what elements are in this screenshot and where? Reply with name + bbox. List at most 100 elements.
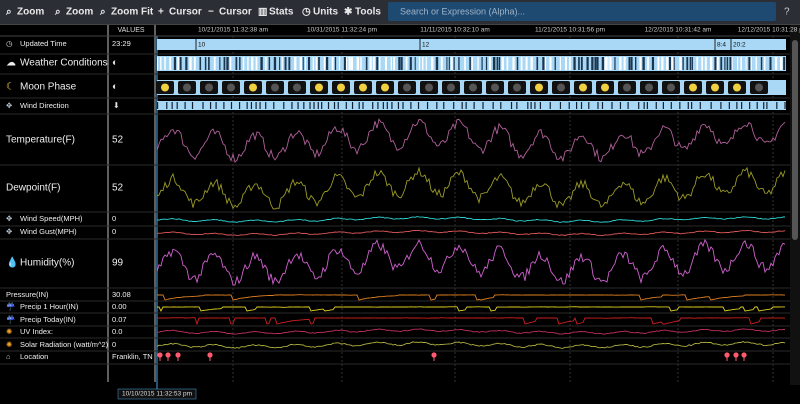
weather-stripe <box>426 57 427 70</box>
toolbar-button[interactable]: Units <box>313 7 338 18</box>
wind-tick <box>210 102 211 109</box>
scroll-thumb[interactable] <box>792 40 798 240</box>
weather-stripe <box>349 57 351 70</box>
trace <box>157 329 785 334</box>
cursor-label: 10/10/2015 11:32:53 pm <box>122 391 192 398</box>
location-pin[interactable] <box>157 352 162 357</box>
weather-stripe <box>200 57 202 70</box>
wind-tick <box>346 102 347 109</box>
wind-tick <box>516 102 517 109</box>
weather-stripe <box>419 57 420 70</box>
help-icon[interactable]: ? <box>784 7 790 18</box>
row-value: 99 <box>112 258 124 269</box>
weather-stripe <box>724 57 725 70</box>
timeline-marker-label: 20:2 <box>733 42 746 49</box>
weather-stripe <box>502 57 504 70</box>
weather-stripe <box>624 57 626 70</box>
search-placeholder: Search or Expression (Alpha)... <box>400 6 525 16</box>
weather-stripe <box>669 57 671 70</box>
weather-stripe <box>531 57 533 70</box>
weather-stripe <box>373 57 375 70</box>
wind-tick <box>297 102 298 109</box>
weather-stripe <box>631 57 633 70</box>
location-pin[interactable] <box>741 352 746 357</box>
toolbar-button[interactable]: Zoom Fit <box>111 7 154 18</box>
wind-tick <box>784 102 785 109</box>
location-pin[interactable] <box>733 352 738 357</box>
toolbar-icon[interactable]: ⌕ <box>54 7 61 18</box>
moon <box>249 84 257 92</box>
timeline-marker-label: 10 <box>198 42 206 49</box>
row-value: 0.00 <box>112 302 127 311</box>
weather-stripe <box>679 57 681 70</box>
row-label: Wind Direction <box>20 101 69 110</box>
weather-stripe <box>344 57 346 70</box>
weather-stripe <box>235 57 237 70</box>
wind-tick <box>352 102 353 109</box>
wind-tick <box>688 102 689 109</box>
moon <box>293 84 301 92</box>
location-pin[interactable] <box>724 352 729 357</box>
toolbar-icon[interactable]: ▥ <box>258 7 267 18</box>
toolbar-button[interactable]: Tools <box>355 7 381 18</box>
moon <box>667 84 675 92</box>
wind-icon: ⬇ <box>113 101 120 110</box>
toolbar-icon[interactable]: ⌕ <box>99 7 106 18</box>
weather-stripe <box>740 57 742 70</box>
weather-stripe <box>469 57 471 70</box>
weather-stripe <box>224 57 226 70</box>
row-value: 0.0 <box>112 327 122 336</box>
location-pin[interactable] <box>431 352 436 357</box>
weather-stripe <box>169 57 171 70</box>
wind-tick <box>534 102 535 109</box>
row-icon: 💧 <box>6 256 18 269</box>
weather-stripe <box>769 57 771 70</box>
row-label: Updated Time <box>20 39 67 48</box>
weather-stripe <box>332 57 334 70</box>
wind-tick <box>581 102 582 109</box>
row-label: Moon Phase <box>20 82 77 93</box>
weather-stripe <box>756 57 757 70</box>
toolbar-icon[interactable]: ⌕ <box>5 7 12 18</box>
weather-stripe <box>230 57 232 70</box>
weather-stripe <box>239 57 240 70</box>
location-pin[interactable] <box>175 352 180 357</box>
wind-tick <box>453 102 454 109</box>
weather-stripe <box>243 57 244 70</box>
toolbar-icon[interactable]: − <box>208 7 214 18</box>
wind-tick <box>157 102 158 109</box>
toolbar-icon[interactable]: + <box>158 7 164 18</box>
toolbar-button[interactable]: Cursor <box>219 7 252 18</box>
timeline-marker-label: 8:4 <box>717 42 726 49</box>
toolbar-icon[interactable]: ✱ <box>344 7 353 18</box>
weather-stripe <box>746 57 747 70</box>
toolbar-button[interactable]: Zoom <box>17 7 44 18</box>
weather-stripe <box>346 57 347 70</box>
wind-tick <box>736 102 737 109</box>
trace <box>157 217 785 223</box>
weather-stripe <box>288 57 290 70</box>
weather-stripe <box>542 57 544 70</box>
toolbar-button[interactable]: Stats <box>269 7 294 18</box>
wind-tick <box>527 102 528 109</box>
time-label: 10/31/2015 11:32:24 pm <box>307 27 377 34</box>
weather-stripe <box>727 57 729 70</box>
toolbar-button[interactable]: Cursor <box>169 7 202 18</box>
weather-stripe <box>647 57 649 70</box>
row-label: Solar Radiation (watt/m^2) <box>20 340 109 349</box>
weather-stripe <box>401 57 403 70</box>
weather-stripe <box>406 57 408 70</box>
wind-tick <box>256 102 257 109</box>
weather-stripe <box>486 57 487 70</box>
location-pin[interactable] <box>165 352 170 357</box>
toolbar-button[interactable]: Zoom <box>66 7 93 18</box>
row-icon: ✺ <box>6 327 13 336</box>
weather-stripe <box>545 57 547 70</box>
location-pin[interactable] <box>207 352 212 357</box>
weather-stripe <box>507 57 509 70</box>
wind-tick <box>410 102 411 109</box>
weather-stripe <box>710 57 712 70</box>
toolbar-icon[interactable]: ◷ <box>302 7 311 18</box>
weather-stripe <box>366 57 368 70</box>
